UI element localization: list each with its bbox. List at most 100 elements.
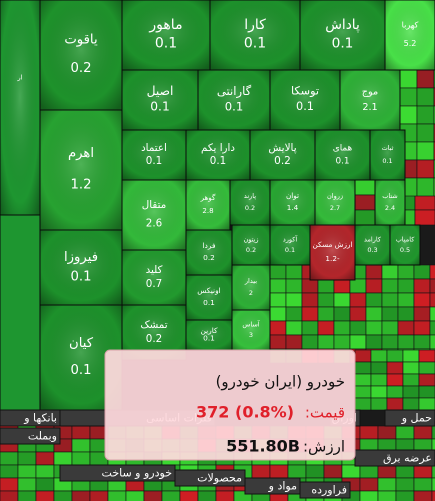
tile-label: اعتماد — [141, 142, 167, 154]
small-tile — [429, 320, 435, 336]
small-tile — [381, 320, 399, 336]
small-tile — [317, 278, 335, 294]
small-tile — [416, 87, 435, 107]
small-tile — [354, 194, 376, 211]
small-tile — [317, 306, 335, 322]
tile-shade — [122, 130, 186, 180]
small-tile — [17, 464, 37, 479]
tile-shade — [122, 70, 198, 130]
small-tile — [333, 306, 351, 322]
small-tile — [399, 87, 418, 107]
tile-label: آکورد — [283, 234, 298, 243]
small-tile — [397, 292, 415, 308]
sector-label: عرضه برق — [383, 452, 432, 465]
small-tile — [402, 349, 420, 363]
small-tile — [370, 361, 388, 375]
small-tile — [333, 320, 351, 336]
small-tile — [0, 451, 19, 466]
tile-label: اونیکس — [197, 286, 220, 295]
small-tile — [397, 278, 415, 294]
small-tile — [0, 464, 19, 479]
tile-value: 0.1 — [203, 334, 215, 343]
tile-shade — [122, 0, 210, 70]
tile-value: 2 — [249, 289, 253, 297]
small-tile — [429, 334, 435, 350]
small-tile — [416, 177, 435, 197]
tile-shade — [270, 70, 340, 130]
tile-value: 2.7 — [330, 204, 340, 212]
small-tile — [359, 477, 379, 492]
small-tile — [17, 477, 37, 492]
tile-value: 3 — [249, 331, 253, 339]
small-tile — [429, 278, 435, 294]
tile-value: 0.1 — [382, 157, 392, 165]
small-tile — [386, 373, 404, 387]
small-tile — [381, 278, 399, 294]
small-tile — [365, 278, 383, 294]
small-tile — [287, 464, 307, 479]
small-tile — [402, 361, 420, 375]
tile-value: 0.1 — [332, 35, 354, 51]
small-tile — [413, 264, 431, 280]
tooltip-price-label: قیمت: — [305, 404, 345, 422]
small-tile — [107, 490, 127, 501]
small-tile — [251, 464, 271, 479]
small-tile — [402, 385, 420, 399]
small-tile — [416, 69, 435, 89]
small-tile — [397, 306, 415, 322]
small-tile — [365, 334, 383, 350]
small-tile — [269, 278, 287, 294]
tile-shade — [40, 230, 122, 305]
tile-value: 0.1 — [146, 155, 162, 167]
small-tile — [359, 425, 379, 440]
tile-value: 2.4 — [385, 204, 395, 212]
small-tile — [429, 306, 435, 322]
tooltip-value-label: ارزش: — [303, 438, 345, 456]
tile-shade — [315, 180, 355, 225]
tile-value: 0.1 — [225, 100, 243, 114]
tile-shade — [300, 0, 385, 70]
tooltip-value: 551.80B — [226, 437, 300, 456]
small-tile — [370, 397, 388, 411]
small-tile — [53, 490, 73, 501]
small-tile — [386, 397, 404, 411]
tile-label: پالایش — [268, 142, 296, 154]
small-tile — [285, 306, 303, 322]
small-tile — [416, 159, 435, 179]
small-tile — [301, 278, 319, 294]
tile-label: کامیاب — [396, 235, 416, 243]
small-tile — [333, 292, 351, 308]
small-tile — [431, 438, 435, 453]
tile-value: 0.1 — [244, 35, 266, 51]
small-tile — [317, 334, 335, 350]
small-tile — [359, 490, 379, 501]
small-tile — [431, 477, 435, 492]
small-tile — [71, 451, 91, 466]
small-tile — [413, 464, 433, 479]
small-tile — [418, 385, 435, 399]
small-tile — [377, 490, 397, 501]
small-tile — [285, 292, 303, 308]
small-tile — [17, 451, 37, 466]
small-tile — [377, 477, 397, 492]
tile-shade — [186, 130, 250, 180]
small-tile — [354, 179, 376, 196]
small-tile — [418, 397, 435, 411]
small-tile — [349, 292, 367, 308]
sector-label: بانکها و — [23, 412, 57, 425]
tile-value: 0.5 — [400, 246, 410, 254]
tooltip-box — [104, 349, 356, 461]
tile-label: گارانتی — [217, 84, 252, 99]
small-tile — [365, 320, 383, 336]
tile-value: 0.2 — [274, 155, 291, 167]
tile-label: دارا یکم — [201, 142, 235, 154]
small-tile — [269, 292, 287, 308]
tile-value: 0.1 — [285, 246, 295, 254]
small-tile — [269, 264, 287, 280]
tile-value: 0.1 — [210, 155, 226, 167]
small-tile — [414, 209, 435, 226]
tile-label: کارامد — [364, 235, 382, 243]
small-tile — [429, 292, 435, 308]
tile-label: اهرم — [68, 146, 94, 161]
small-tile — [71, 425, 91, 440]
